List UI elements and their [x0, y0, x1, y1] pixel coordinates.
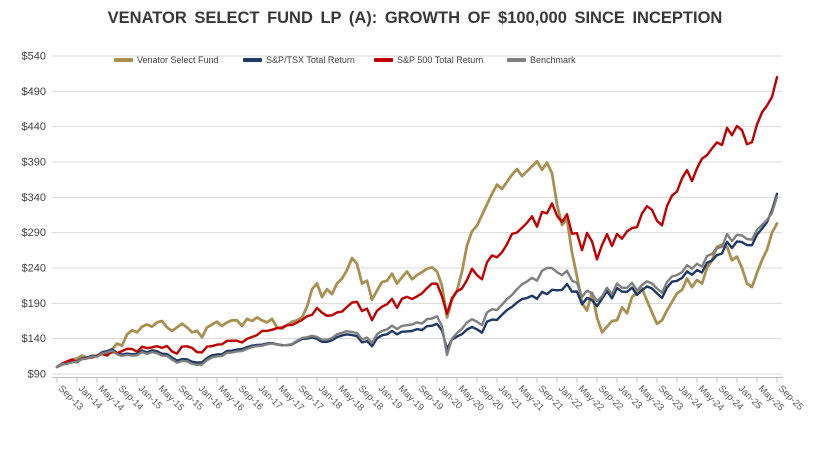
legend-swatch-icon [507, 58, 526, 62]
legend-label: Benchmark [530, 55, 576, 65]
y-axis-label: $440 [22, 121, 46, 133]
x-axis: Sep-13Jan-14May-14Sep-14Jan-15May-15Sep-… [52, 377, 805, 414]
y-axis-labels: $540 $490 $440 $390 $340 $290 $240 $190 $140 $90 [22, 51, 46, 381]
y-axis-label: $290 [22, 227, 46, 239]
legend-swatch-icon [243, 58, 262, 62]
y-axis-label: $90 [28, 369, 46, 381]
y-axis-label: $540 [22, 51, 46, 63]
legend-swatch-icon [114, 58, 133, 62]
y-axis-label: $340 [22, 192, 46, 204]
legend-item-venator-select-fund: Venator Select Fund [114, 53, 219, 67]
series-line-s-p-500-total-return [55, 75, 779, 369]
y-axis-label: $240 [22, 263, 46, 275]
chart-legend: Venator Select Fund S&P/TSX Total Return S… [0, 53, 830, 69]
series-line-benchmark [55, 195, 779, 369]
series-line-venator-select-fund [55, 159, 779, 369]
chart-title: VENATOR SELECT FUND LP (A): GROWTH OF $1… [107, 9, 723, 27]
legend-label: S&P/TSX Total Return [266, 55, 355, 65]
legend-label: S&P 500 Total Return [397, 55, 484, 65]
legend-item-s-p-tsx-total-return: S&P/TSX Total Return [243, 53, 355, 67]
y-axis-label: $490 [22, 86, 46, 98]
y-axis-label: $140 [22, 333, 46, 345]
legend-item-s-p-500-total-return: S&P 500 Total Return [374, 53, 483, 67]
y-axis-label: $390 [22, 157, 46, 169]
y-axis-label: $190 [22, 298, 46, 310]
legend-label: Venator Select Fund [137, 55, 219, 65]
series-lines [55, 75, 779, 369]
gridlines [52, 55, 782, 375]
legend-item-benchmark: Benchmark [507, 53, 576, 67]
series-line-s-p-tsx-total-return [55, 192, 779, 369]
legend-swatch-icon [374, 58, 393, 62]
